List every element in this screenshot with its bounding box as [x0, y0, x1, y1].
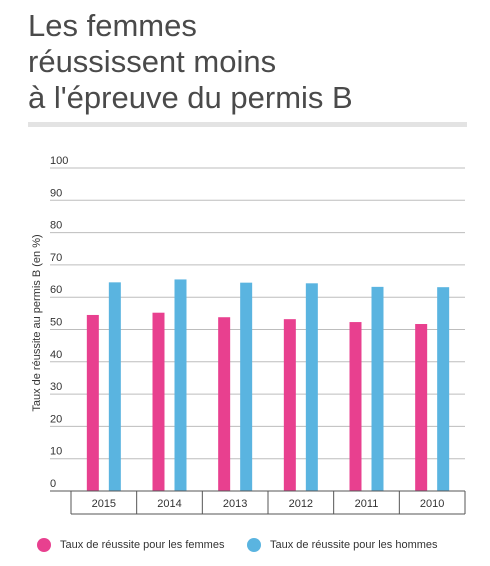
- bar-hommes-2011: [371, 286, 384, 491]
- legend-label-hommes: Taux de réussite pour les hommes: [270, 539, 438, 551]
- title-divider: [28, 122, 467, 127]
- legend-swatch-hommes: [247, 538, 261, 552]
- bar-hommes-2010: [437, 287, 450, 491]
- y-tick-label-0: 0: [50, 478, 56, 490]
- bar-femmes-2010: [415, 324, 428, 491]
- x-tick-label-2010: 2010: [420, 498, 444, 510]
- bar-femmes-2011: [349, 322, 362, 491]
- legend-label-femmes: Taux de réussite pour les femmes: [60, 539, 225, 551]
- x-tick-label-2011: 2011: [355, 498, 379, 510]
- y-axis-ticks: 0 10 20 30 40 50 60 70 80 90 100: [50, 155, 68, 490]
- y-tick-label-80: 80: [50, 220, 62, 232]
- y-tick-label-20: 20: [50, 413, 62, 425]
- x-tick-label-2013: 2013: [223, 498, 247, 510]
- y-tick-label-60: 60: [50, 284, 62, 296]
- title-line-2: réussissent moins: [28, 44, 277, 79]
- bar-femmes-2015: [86, 314, 99, 491]
- title-line-3: à l'épreuve du permis B: [28, 80, 353, 115]
- bar-femmes-2013: [218, 317, 231, 491]
- bar-hommes-2013: [240, 282, 253, 491]
- y-tick-label-50: 50: [50, 317, 62, 329]
- legend-swatch-femmes: [37, 538, 51, 552]
- y-tick-label-100: 100: [50, 155, 68, 167]
- y-axis-title: Taux de réussite au permis B (en %): [31, 234, 43, 411]
- y-tick-label-40: 40: [50, 349, 62, 361]
- bar-femmes-2012: [283, 319, 296, 491]
- bars: [86, 279, 450, 491]
- x-axis: 2015 2014 2013 2012 2011 2010: [50, 490, 466, 515]
- x-tick-label-2012: 2012: [289, 498, 313, 510]
- legend-item-femmes: Taux de réussite pour les femmes: [37, 538, 224, 552]
- y-tick-label-30: 30: [50, 381, 62, 393]
- y-tick-label-90: 90: [50, 187, 62, 199]
- x-tick-label-2014: 2014: [157, 498, 181, 510]
- legend: Taux de réussite pour les femmes Taux de…: [0, 538, 490, 560]
- bar-femmes-2014: [152, 312, 165, 491]
- legend-item-hommes: Taux de réussite pour les hommes: [247, 538, 438, 552]
- bar-hommes-2012: [305, 283, 318, 491]
- page-title: Les femmes réussissent moins à l'épreuve…: [28, 8, 478, 116]
- y-tick-label-10: 10: [50, 446, 62, 458]
- bar-hommes-2014: [174, 279, 187, 491]
- bar-hommes-2015: [108, 282, 121, 491]
- y-tick-label-70: 70: [50, 252, 62, 264]
- title-line-1: Les femmes: [28, 8, 197, 43]
- x-tick-label-2015: 2015: [92, 498, 116, 510]
